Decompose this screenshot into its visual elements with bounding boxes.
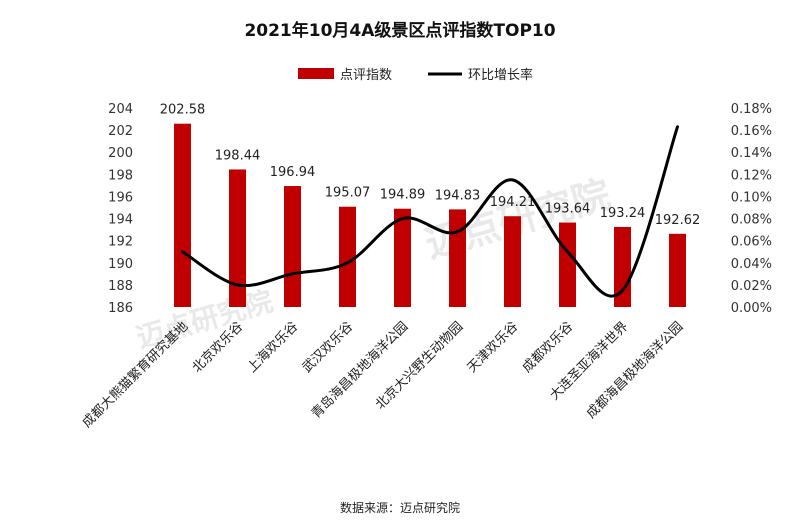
bar-value-label: 192.62 [655,213,701,228]
left-tick-label: 194 [108,213,133,228]
bar [339,206,356,307]
right-tick-label: 0.12% [731,168,772,183]
bar-value-label: 194.89 [380,188,426,203]
left-axis: 186 188 190 192 194 196 198 200 202 204 [108,102,133,316]
bar-value-label: 193.64 [545,202,591,217]
bar-value-label: 202.58 [160,103,206,118]
right-tick-label: 0.02% [731,279,772,294]
right-axis: 0.00% 0.02% 0.04% 0.06% 0.08% 0.10% 0.12% 0.14%… [731,102,772,316]
bar-value-label: 194.21 [490,195,536,210]
bar [284,186,301,307]
category-labels: 成都大熊猫繁育研究基地北京欢乐谷上海欢乐谷武汉欢乐谷青岛海昌极地海洋公园北京大兴… [79,319,686,431]
category-label: 天津欢乐谷 [465,319,522,376]
bar [449,209,466,307]
category-label: 成都海昌极地海洋公园 [584,319,687,422]
category-label: 武汉欢乐谷 [300,319,357,376]
bar-value-label: 198.44 [215,148,261,163]
left-tick-label: 188 [108,279,133,294]
left-tick-label: 190 [108,257,133,272]
bar [559,222,576,307]
bar-value-label: 193.24 [600,206,646,221]
left-tick-label: 200 [108,146,133,161]
bar-value-label: 195.07 [325,186,371,201]
bar-value-label: 196.94 [270,165,316,180]
bar [229,169,246,307]
bar-value-labels: 202.58 198.44 196.94 195.07 194.89 194.83 194.… [160,103,701,228]
bar [669,233,686,307]
left-tick-label: 204 [108,102,133,117]
left-tick-label: 196 [108,190,133,205]
category-label: 成都大熊猫繁育研究基地 [79,319,191,431]
bar-value-label: 194.83 [435,188,481,203]
left-tick-label: 198 [108,168,133,183]
legend-line-label: 环比增长率 [468,67,533,83]
legend-bar-label: 点评指数 [340,68,392,83]
category-label: 青岛海昌极地海洋公园 [308,319,411,422]
right-tick-label: 0.04% [731,257,772,272]
right-tick-label: 0.08% [731,213,772,228]
left-tick-label: 192 [108,235,133,250]
growth-rate-line [181,125,679,298]
category-label: 成都欢乐谷 [520,319,577,376]
source-note: 数据来源：迈点研究院 [340,500,460,515]
right-tick-label: 0.14% [731,146,772,161]
left-tick-label: 202 [108,124,133,139]
right-tick-label: 0.10% [731,190,772,205]
right-tick-label: 0.00% [731,301,772,316]
right-tick-label: 0.18% [731,102,772,117]
bar [504,216,521,307]
left-tick-label: 186 [108,301,133,316]
right-tick-label: 0.06% [731,235,772,250]
right-tick-label: 0.16% [731,124,772,139]
bar [394,208,411,307]
category-label: 上海欢乐谷 [245,319,302,376]
legend-bar-swatch [298,68,334,79]
bar [174,123,191,308]
chart-title: 2021年10月4A级景区点评指数TOP10 [244,20,555,41]
